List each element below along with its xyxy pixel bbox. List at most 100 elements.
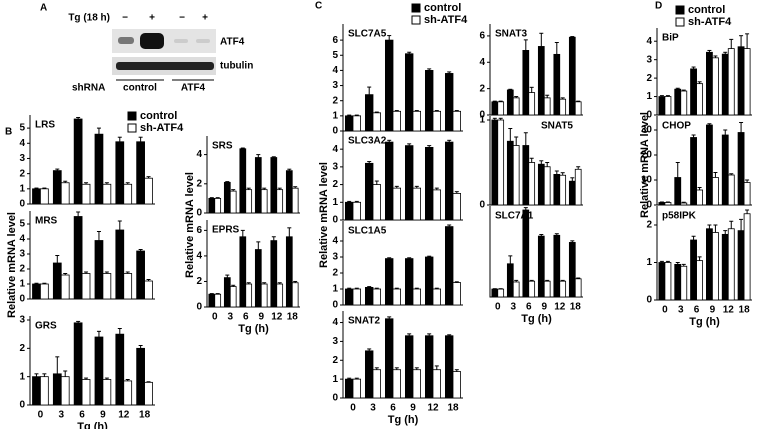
x-axis-label: Tg (h)	[521, 313, 552, 325]
bar	[424, 146, 434, 221]
panel-letter: A	[40, 3, 47, 14]
bar	[404, 145, 414, 221]
bar	[444, 226, 454, 306]
y-tick-label: 0	[196, 208, 202, 219]
y-tick-label: 0	[19, 294, 25, 305]
lane-label: +	[149, 13, 155, 24]
x-tick-label: 3	[678, 305, 684, 316]
bar	[743, 182, 751, 206]
bar	[245, 189, 253, 214]
y-tick-label: 3	[646, 54, 652, 65]
bar	[40, 283, 49, 300]
bar	[658, 202, 666, 206]
blot-band	[196, 39, 210, 43]
y-tick-label: 3	[332, 162, 338, 173]
bar	[344, 378, 354, 399]
chart-title: GRS	[35, 321, 57, 332]
y-tick-label: 0	[646, 295, 652, 306]
bar	[727, 174, 735, 206]
legend-swatch	[127, 123, 137, 133]
bar	[568, 242, 576, 298]
legend-label: sh-ATF4	[424, 14, 468, 26]
y-tick-label: 1	[646, 91, 652, 102]
x-tick-label: 9	[541, 302, 547, 313]
bar	[404, 53, 414, 132]
bar	[690, 239, 697, 301]
bar	[537, 163, 545, 206]
y-axis-label: Relative mRNA level	[639, 112, 651, 218]
bar	[491, 101, 499, 116]
bar	[372, 184, 381, 221]
bar	[115, 333, 125, 406]
chart-title: SLC7A1	[495, 211, 534, 222]
y-tick-label: 0	[332, 393, 338, 404]
chart-title: BiP	[662, 33, 679, 44]
bar	[392, 288, 401, 306]
bar	[512, 145, 520, 206]
y-tick-label: 2	[479, 83, 485, 94]
bar	[52, 373, 62, 406]
y-tick-label: 6	[479, 31, 485, 42]
bar	[214, 293, 222, 308]
y-tick-label: 1	[332, 197, 338, 208]
legend-swatch	[675, 5, 685, 15]
bar	[553, 53, 561, 116]
bar	[432, 110, 441, 132]
bar	[94, 133, 104, 205]
bar	[254, 157, 262, 214]
chart-title: MRS	[35, 216, 58, 227]
x-tick-label: 3	[58, 410, 64, 421]
bar	[452, 193, 461, 221]
y-tick-label: 2	[646, 220, 652, 231]
bar	[737, 132, 745, 206]
y-tick-label: 0	[332, 215, 338, 226]
bar	[344, 288, 354, 306]
bar	[412, 187, 421, 221]
bar	[444, 141, 454, 221]
bar	[737, 230, 745, 301]
x-tick-label: 9	[100, 410, 106, 421]
x-tick-label: 18	[447, 403, 459, 414]
y-tick-label: 20	[641, 150, 653, 161]
bar	[364, 286, 374, 306]
bar	[512, 281, 520, 298]
bar	[712, 232, 719, 301]
bar	[568, 180, 576, 206]
bar	[432, 369, 441, 399]
bar	[658, 262, 666, 301]
bar	[674, 177, 682, 206]
bar	[102, 183, 112, 205]
bar	[574, 101, 582, 116]
bar	[432, 288, 441, 306]
bar	[32, 188, 41, 205]
bar	[344, 115, 354, 132]
y-tick-label: 1	[19, 279, 25, 290]
x-tick-label: 0	[495, 302, 501, 313]
legend-label: sh-ATF4	[688, 16, 732, 28]
bar	[352, 115, 361, 132]
bar	[568, 36, 576, 116]
bar	[392, 110, 401, 132]
y-tick-label: 0	[19, 199, 25, 210]
bar	[506, 263, 514, 298]
y-tick-label: 0	[332, 300, 338, 311]
x-tick-label: 18	[739, 305, 751, 316]
y-tick-label: 1	[19, 371, 25, 382]
panel-letter: B	[5, 127, 12, 138]
bar	[412, 288, 421, 306]
y-tick-label: 0	[196, 302, 202, 313]
bar	[144, 177, 153, 205]
bar	[208, 197, 216, 214]
bar	[392, 369, 401, 399]
bar	[81, 379, 91, 406]
bar	[136, 250, 145, 300]
bar	[680, 90, 688, 116]
y-tick-label: 4	[332, 317, 338, 328]
y-tick-label: 1	[332, 110, 338, 121]
x-tick-label: 0	[662, 305, 668, 316]
bar	[229, 190, 237, 214]
lane-label: −	[122, 13, 128, 24]
bar	[123, 380, 133, 406]
bar	[424, 70, 434, 132]
y-tick-label: 2	[332, 268, 338, 279]
